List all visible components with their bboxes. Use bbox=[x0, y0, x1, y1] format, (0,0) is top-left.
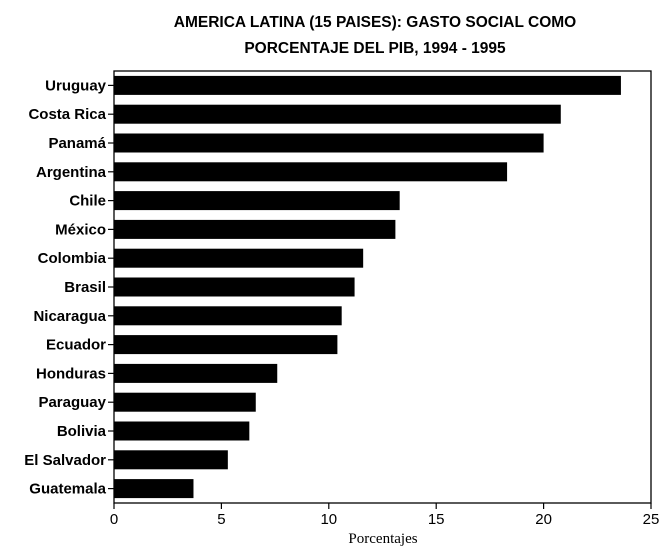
y-tick-label: Costa Rica bbox=[28, 106, 106, 123]
y-tick-label: Colombia bbox=[38, 250, 107, 267]
bar bbox=[114, 162, 508, 182]
bar bbox=[114, 248, 364, 268]
y-tick-label: Argentina bbox=[36, 164, 107, 181]
x-tick-label: 15 bbox=[428, 511, 445, 528]
bar bbox=[114, 335, 338, 355]
chart-title-line-1: AMERICA LATINA (15 PAISES): GASTO SOCIAL… bbox=[174, 14, 576, 31]
bar bbox=[114, 392, 256, 412]
bar bbox=[114, 133, 544, 153]
bar bbox=[114, 421, 250, 441]
bar bbox=[114, 479, 194, 499]
y-tick-label: Nicaragua bbox=[33, 308, 106, 325]
x-axis-label: Porcentajes bbox=[348, 531, 417, 547]
y-tick-label: Ecuador bbox=[46, 337, 106, 354]
x-tick-label: 5 bbox=[217, 511, 225, 528]
y-tick-label: Bolivia bbox=[57, 423, 107, 440]
y-tick-label: Uruguay bbox=[45, 77, 107, 94]
bar bbox=[114, 191, 400, 211]
bar bbox=[114, 363, 278, 383]
plot-area: Uruguay Costa Rica Panamá Argentina Chile Méx… bbox=[24, 70, 660, 528]
x-tick-label: 25 bbox=[643, 511, 660, 528]
bar bbox=[114, 277, 355, 297]
y-tick-label: Guatemala bbox=[29, 481, 106, 498]
x-tick-label: 20 bbox=[535, 511, 552, 528]
bar bbox=[114, 306, 342, 326]
bar bbox=[114, 450, 228, 470]
y-tick-label: Honduras bbox=[36, 365, 106, 382]
x-tick-label: 0 bbox=[110, 511, 118, 528]
chart-title-line-2: PORCENTAJE DEL PIB, 1994 - 1995 bbox=[244, 40, 506, 57]
bar bbox=[114, 219, 396, 239]
y-tick-label: Panamá bbox=[48, 135, 106, 152]
chart-title: AMERICA LATINA (15 PAISES): GASTO SOCIAL… bbox=[174, 14, 576, 57]
bar bbox=[114, 75, 621, 95]
bar bbox=[114, 104, 561, 124]
y-tick-label: El Salvador bbox=[24, 452, 106, 469]
x-tick-label: 10 bbox=[320, 511, 337, 528]
y-tick-label: Chile bbox=[69, 193, 106, 210]
y-tick-label: Brasil bbox=[64, 279, 106, 296]
y-tick-label: Paraguay bbox=[38, 394, 106, 411]
y-tick-label: México bbox=[55, 221, 106, 238]
